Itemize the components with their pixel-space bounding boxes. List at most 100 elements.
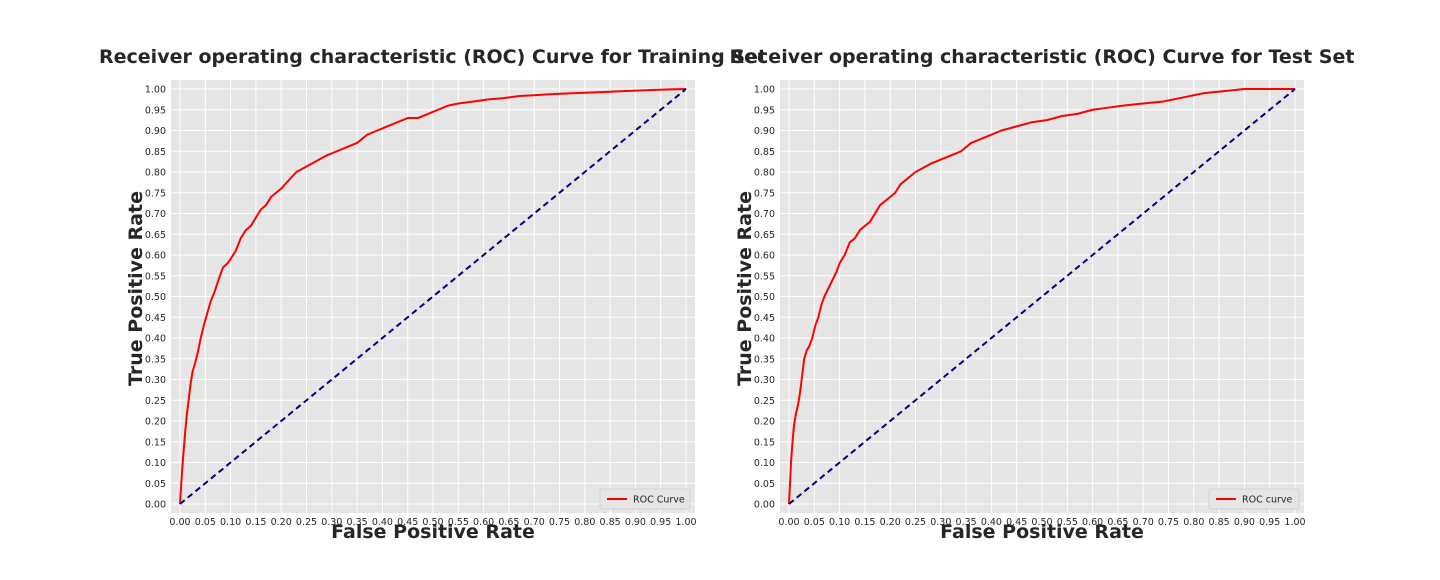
y-tick-label: 0.65 [145,230,166,241]
x-tick-label: 0.25 [296,517,317,528]
y-tick-label: 0.75 [754,188,775,199]
y-tick-label: 0.55 [145,271,166,282]
x-tick-label: 0.65 [498,517,519,528]
y-tick-label: 0.80 [754,168,775,179]
y-tick-label: 0.25 [145,396,166,407]
x-tick-label: 0.55 [448,517,469,528]
x-tick-label: 0.70 [1133,517,1154,528]
y-tick-label: 0.35 [145,354,166,365]
x-tick-label: 0.10 [220,517,241,528]
y-tick-label: 0.35 [754,354,775,365]
diagonal-reference-line [788,88,1296,505]
x-tick-label: 0.90 [625,517,646,528]
legend-label: ROC Curve [633,495,685,506]
x-tick-label: 0.00 [778,517,799,528]
roc-curve-line [179,88,687,505]
legend-box [599,488,691,510]
x-tick-label: 0.35 [347,517,368,528]
x-tick-label: 0.85 [600,517,621,528]
roc-curve-line [788,88,1295,505]
x-tick-label: 0.55 [1057,517,1078,528]
y-tick-label: 0.20 [754,417,775,428]
x-tick-label: 0.30 [930,517,951,528]
x-tick-label: 0.25 [905,517,926,528]
y-tick-label: 0.90 [145,126,166,137]
y-tick-label: 0.10 [145,458,166,469]
x-tick-label: 0.95 [1259,517,1280,528]
y-tick-label: 0.05 [754,479,775,490]
y-tick-label: 1.00 [145,85,166,96]
x-tick-label: 0.20 [271,517,292,528]
x-tick-label: 0.15 [245,517,266,528]
y-tick-label: 0.70 [145,209,166,220]
y-tick-label: 0.85 [754,147,775,158]
x-tick-label: 1.00 [1284,517,1305,528]
x-tick-label: 0.20 [880,517,901,528]
y-tick-label: 0.10 [754,458,775,469]
y-tick-label: 0.45 [754,313,775,324]
y-tick-label: 0.50 [754,292,775,303]
chart-training-set: 0.00 0.05 0.10 0.15 0.20 0.25 0.30 0.35 0.40 0.45… [99,46,767,543]
x-tick-label: 0.60 [473,517,494,528]
y-tick-label: 0.20 [145,417,166,428]
y-tick-label: 0.90 [754,126,775,137]
x-tick-label: 0.10 [829,517,850,528]
y-tick-label: 0.95 [754,105,775,116]
x-tick-label: 0.30 [321,517,342,528]
diagonal-reference-line [179,88,687,505]
x-tick-label: 0.45 [397,517,418,528]
x-tick-label: 0.75 [1158,517,1179,528]
y-tick-label: 0.60 [145,251,166,262]
x-tick-label: 0.95 [650,517,671,528]
y-tick-label: 0.80 [145,168,166,179]
legend-label: ROC curve [1242,495,1293,506]
legend-box [1208,488,1300,510]
y-tick-label: 0.30 [145,375,166,386]
y-tick-label: 0.40 [145,334,166,345]
y-tick-label: 0.55 [754,271,775,282]
chart-title: Receiver operating characteristic (ROC) … [99,46,767,68]
x-axis-label: False Positive Rate [940,521,1144,543]
y-tick-label: 0.75 [145,188,166,199]
x-axis-label: False Positive Rate [331,521,535,543]
x-tick-label: 0.05 [804,517,825,528]
y-tick-label: 0.00 [754,500,775,511]
y-tick-label: 0.95 [145,105,166,116]
x-tick-label: 1.00 [675,517,696,528]
x-tick-label: 0.80 [1183,517,1204,528]
y-tick-label: 0.00 [145,500,166,511]
x-tick-label: 0.50 [422,517,443,528]
x-tick-label: 0.70 [524,517,545,528]
y-axis-label: True Positive Rate [125,191,147,386]
y-tick-label: 0.60 [754,251,775,262]
y-tick-label: 0.70 [754,209,775,220]
y-tick-label: 0.85 [145,147,166,158]
y-tick-label: 0.15 [754,437,775,448]
x-tick-label: 0.65 [1107,517,1128,528]
x-tick-label: 0.05 [195,517,216,528]
x-tick-label: 0.40 [372,517,393,528]
y-tick-label: 1.00 [754,85,775,96]
y-tick-label: 0.50 [145,292,166,303]
y-axis-label: True Positive Rate [734,191,756,386]
x-tick-label: 0.00 [169,517,190,528]
x-tick-label: 0.40 [981,517,1002,528]
x-tick-label: 0.45 [1006,517,1027,528]
y-tick-label: 0.40 [754,334,775,345]
x-tick-label: 0.35 [956,517,977,528]
y-tick-label: 0.25 [754,396,775,407]
x-tick-label: 0.85 [1209,517,1230,528]
y-tick-label: 0.45 [145,313,166,324]
x-tick-label: 0.75 [549,517,570,528]
y-tick-label: 0.30 [754,375,775,386]
x-tick-label: 0.15 [854,517,875,528]
x-tick-label: 0.90 [1234,517,1255,528]
y-tick-label: 0.15 [145,437,166,448]
chart-test-set: 0.00 0.05 0.10 0.15 0.20 0.25 0.30 0.35 0.40 0.45… [730,46,1355,543]
x-tick-label: 0.50 [1031,517,1052,528]
x-tick-label: 0.60 [1082,517,1103,528]
y-tick-label: 0.05 [145,479,166,490]
x-tick-label: 0.80 [574,517,595,528]
